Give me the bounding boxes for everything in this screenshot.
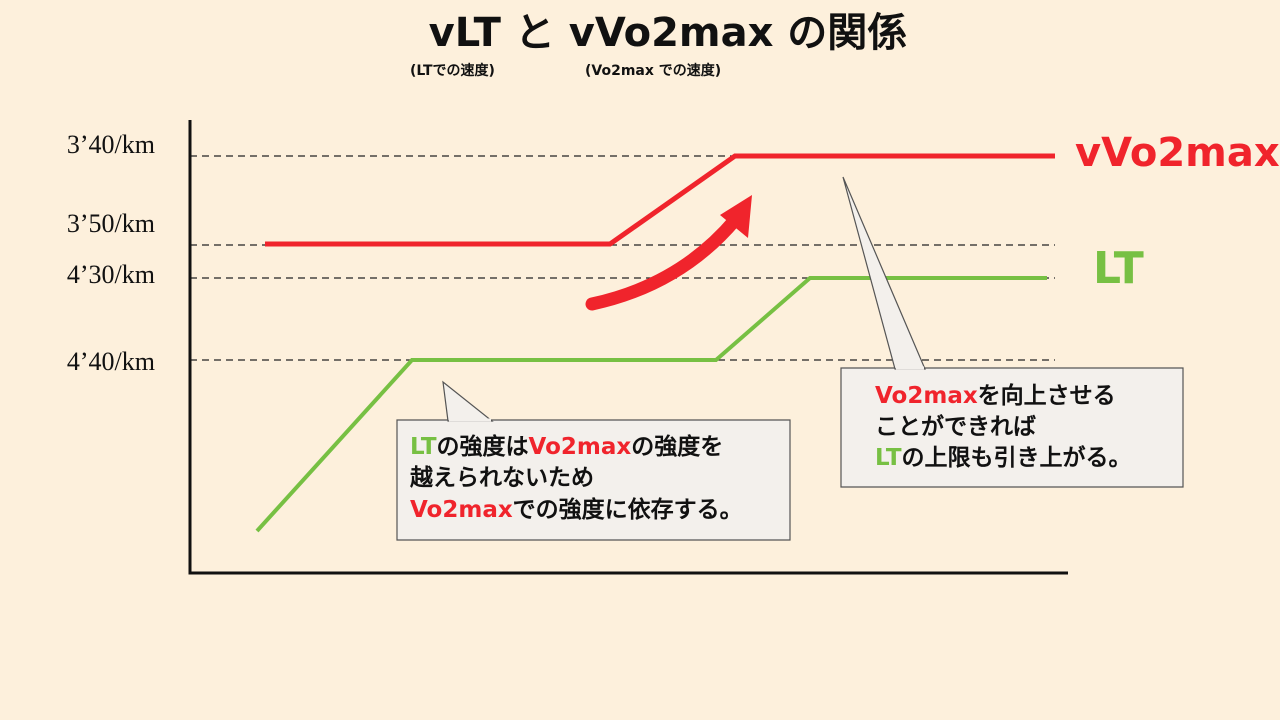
callout-line: 越えられないため	[410, 465, 594, 491]
callout-text: の上限も引き上がる。	[902, 444, 1132, 471]
sublabel: (Vo2max での速度)	[585, 62, 721, 79]
arrow	[585, 213, 742, 311]
axes	[188, 120, 1068, 575]
callout-line: Vo2maxでの強度に依存する。	[410, 496, 743, 523]
y-label: 4’30/km	[67, 260, 155, 289]
callout-text: ことができれば	[875, 413, 1036, 440]
callout-line: LTの上限も引き上がる。	[875, 444, 1132, 471]
line-label: vVo2max	[1075, 130, 1280, 176]
lt-line	[255, 276, 1047, 533]
callout-box	[396, 419, 791, 541]
callout-text: LT	[410, 434, 437, 460]
callout-line: LTの強度はVo2maxの強度を	[410, 433, 723, 460]
callout-line: Vo2maxを向上させる	[875, 382, 1116, 409]
y-label: 3’40/km	[67, 130, 155, 159]
callout-text: での強度に依存する。	[513, 496, 743, 523]
callout-text: Vo2max	[529, 434, 632, 460]
y-label: 4’40/km	[67, 347, 155, 376]
line-label: LT	[1093, 243, 1144, 294]
callout-text: LT	[875, 445, 902, 471]
callout-text: を向上させる	[978, 382, 1116, 409]
callout-line: ことができれば	[875, 413, 1036, 440]
callout-text: 越えられないため	[410, 465, 594, 491]
sublabel: (LTでの速度)	[410, 62, 495, 79]
callout-box	[840, 367, 1184, 488]
callout-text: Vo2max	[875, 383, 978, 409]
callout-text: Vo2max	[410, 497, 513, 523]
callout-pointer	[842, 176, 926, 370]
vvo2max-line	[265, 153, 1055, 247]
title: vLT と vVo2max の関係	[429, 10, 908, 56]
callout-text: の強度は	[437, 433, 529, 460]
y-label: 3’50/km	[67, 209, 155, 238]
callout-text: の強度を	[631, 433, 723, 460]
callout-pointer	[442, 380, 494, 422]
arrow-head	[720, 195, 752, 238]
